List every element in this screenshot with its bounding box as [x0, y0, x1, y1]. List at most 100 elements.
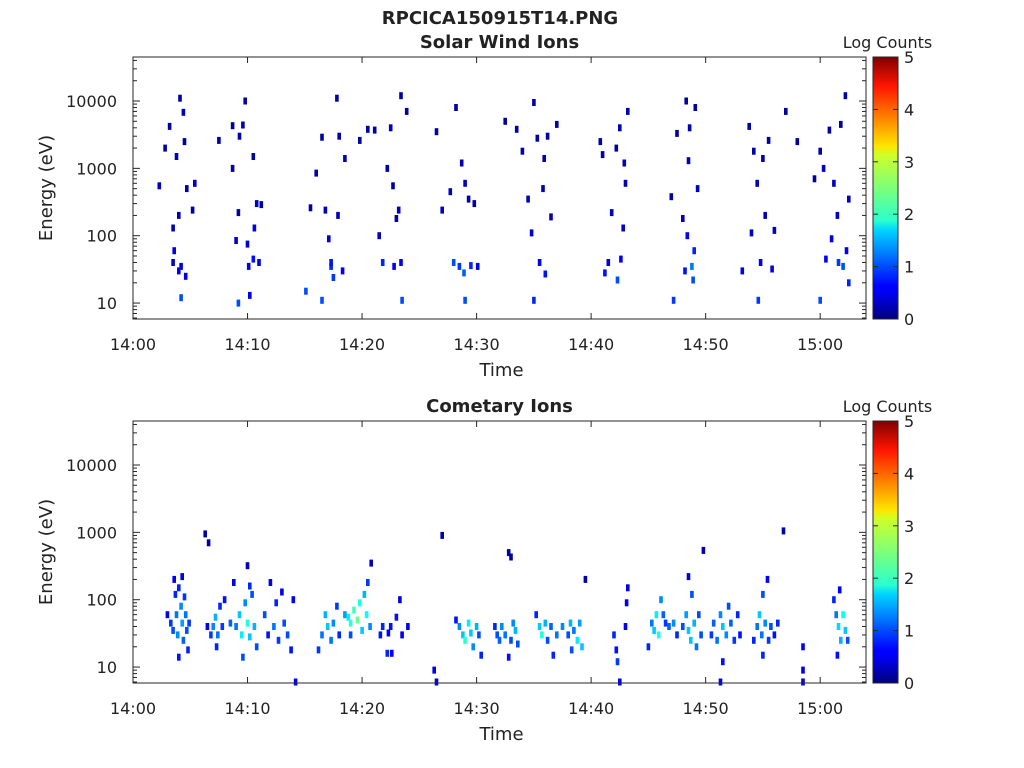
heatmap-cell: [689, 636, 693, 644]
heatmap-cell: [252, 224, 257, 232]
heatmap-cell: [847, 195, 851, 203]
heatmap-cell: [388, 124, 393, 132]
heatmap-cell: [667, 623, 671, 630]
heatmap-cell: [784, 107, 788, 115]
heatmap-cell: [323, 206, 328, 214]
heatmap-cell: [603, 269, 607, 277]
heatmap-cell: [183, 611, 188, 619]
heatmap-cell: [329, 259, 333, 266]
heatmap-cell: [818, 296, 822, 304]
heatmap-cell: [686, 573, 691, 581]
heatmap-cell: [245, 240, 250, 248]
cometary-ions-title: Cometary Ions: [426, 396, 573, 417]
heatmap-cell: [392, 262, 396, 270]
heatmap-cell: [829, 235, 834, 243]
heatmap-cell: [493, 623, 497, 630]
heatmap-cell: [511, 619, 515, 627]
heatmap-cell: [358, 599, 362, 607]
heatmap-cell: [220, 623, 225, 630]
x-tick-label: 14:20: [339, 335, 385, 354]
heatmap-cell: [182, 593, 187, 601]
heatmap-cell: [335, 94, 339, 102]
heatmap-cell: [320, 296, 324, 304]
heatmap-cell: [240, 631, 244, 639]
heatmap-cell: [291, 596, 296, 604]
heatmap-cell: [836, 623, 841, 630]
heatmap-cell: [618, 678, 622, 686]
heatmap-cell: [835, 651, 840, 659]
heatmap-cell: [245, 562, 250, 570]
heatmap-cell: [839, 120, 843, 128]
heatmap-cell: [243, 599, 247, 607]
heatmap-cell: [262, 611, 267, 619]
heatmap-cell: [509, 553, 513, 561]
heatmap-cell: [575, 636, 580, 644]
heatmap-cell: [241, 121, 245, 129]
heatmap-cell: [477, 631, 481, 639]
heatmap-cell: [304, 287, 308, 295]
heatmap-cell: [749, 229, 754, 237]
heatmap-cell: [348, 619, 353, 627]
colorbar-tick-label: 3: [904, 517, 914, 536]
colorbar-tick-label: 1: [904, 258, 914, 277]
heatmap-cell: [801, 666, 805, 674]
heatmap-cell: [626, 584, 630, 592]
heatmap-cell: [213, 613, 218, 621]
heatmap-cell: [203, 530, 207, 538]
heatmap-cell: [175, 631, 180, 639]
heatmap-cell: [669, 193, 674, 201]
cometary-ions-axes-frame: [132, 420, 867, 684]
colorbar-tick-label: 5: [904, 48, 914, 67]
heatmap-cell: [172, 575, 176, 583]
heatmap-cell: [661, 611, 666, 619]
heatmap-cell: [555, 631, 559, 639]
heatmap-cell: [503, 631, 507, 639]
heatmap-cell: [752, 636, 756, 644]
heatmap-cell: [228, 619, 233, 627]
heatmap-cell: [173, 590, 178, 598]
heatmap-cell: [772, 226, 777, 234]
heatmap-cell: [451, 259, 456, 266]
heatmap-cell: [177, 211, 181, 219]
heatmap-cell: [254, 643, 259, 651]
heatmap-cell: [735, 611, 740, 619]
heatmap-cell: [845, 636, 850, 644]
solar-wind-ions-heatmap-cells: [157, 92, 851, 307]
heatmap-cell: [526, 195, 530, 203]
heatmap-cell: [252, 623, 257, 630]
heatmap-cell: [475, 262, 480, 270]
heatmap-cell: [801, 678, 805, 686]
heatmap-cell: [248, 633, 252, 641]
heatmap-cell: [343, 611, 347, 619]
heatmap-cell: [766, 136, 771, 144]
heatmap-cell: [171, 224, 175, 232]
solar-wind-ions-y-axis-label: Energy (eV): [36, 135, 57, 241]
colorbar-gradient: [872, 420, 899, 684]
heatmap-cell: [386, 629, 391, 637]
heatmap-cell: [218, 602, 222, 610]
heatmap-cell: [560, 623, 565, 630]
heatmap-cell: [406, 623, 410, 630]
heatmap-cell: [285, 631, 290, 639]
heatmap-cell: [671, 619, 676, 627]
cometary-ions-x-axis-label: Time: [478, 724, 523, 745]
x-tick-label: 14:30: [454, 335, 500, 354]
heatmap-cell: [340, 267, 345, 275]
heatmap-cell: [615, 658, 620, 666]
heatmap-cell: [337, 631, 341, 639]
heatmap-cell: [843, 626, 848, 634]
heatmap-cell: [695, 185, 700, 193]
heatmap-cell: [234, 237, 238, 244]
heatmap-cell: [440, 531, 444, 539]
heatmap-cell: [251, 153, 256, 160]
heatmap-cell: [542, 155, 546, 162]
x-tick-label: 15:00: [797, 699, 843, 718]
heatmap-cell: [681, 215, 685, 222]
heatmap-cell: [718, 678, 723, 686]
heatmap-cell: [650, 619, 654, 627]
heatmap-cell: [843, 92, 848, 100]
cometary-ions-panel: 14:00 14:10 14:20 14:30 14:40 14:50 15:0010100…: [36, 396, 932, 745]
heatmap-cell: [177, 584, 181, 592]
heatmap-cell: [193, 179, 197, 187]
